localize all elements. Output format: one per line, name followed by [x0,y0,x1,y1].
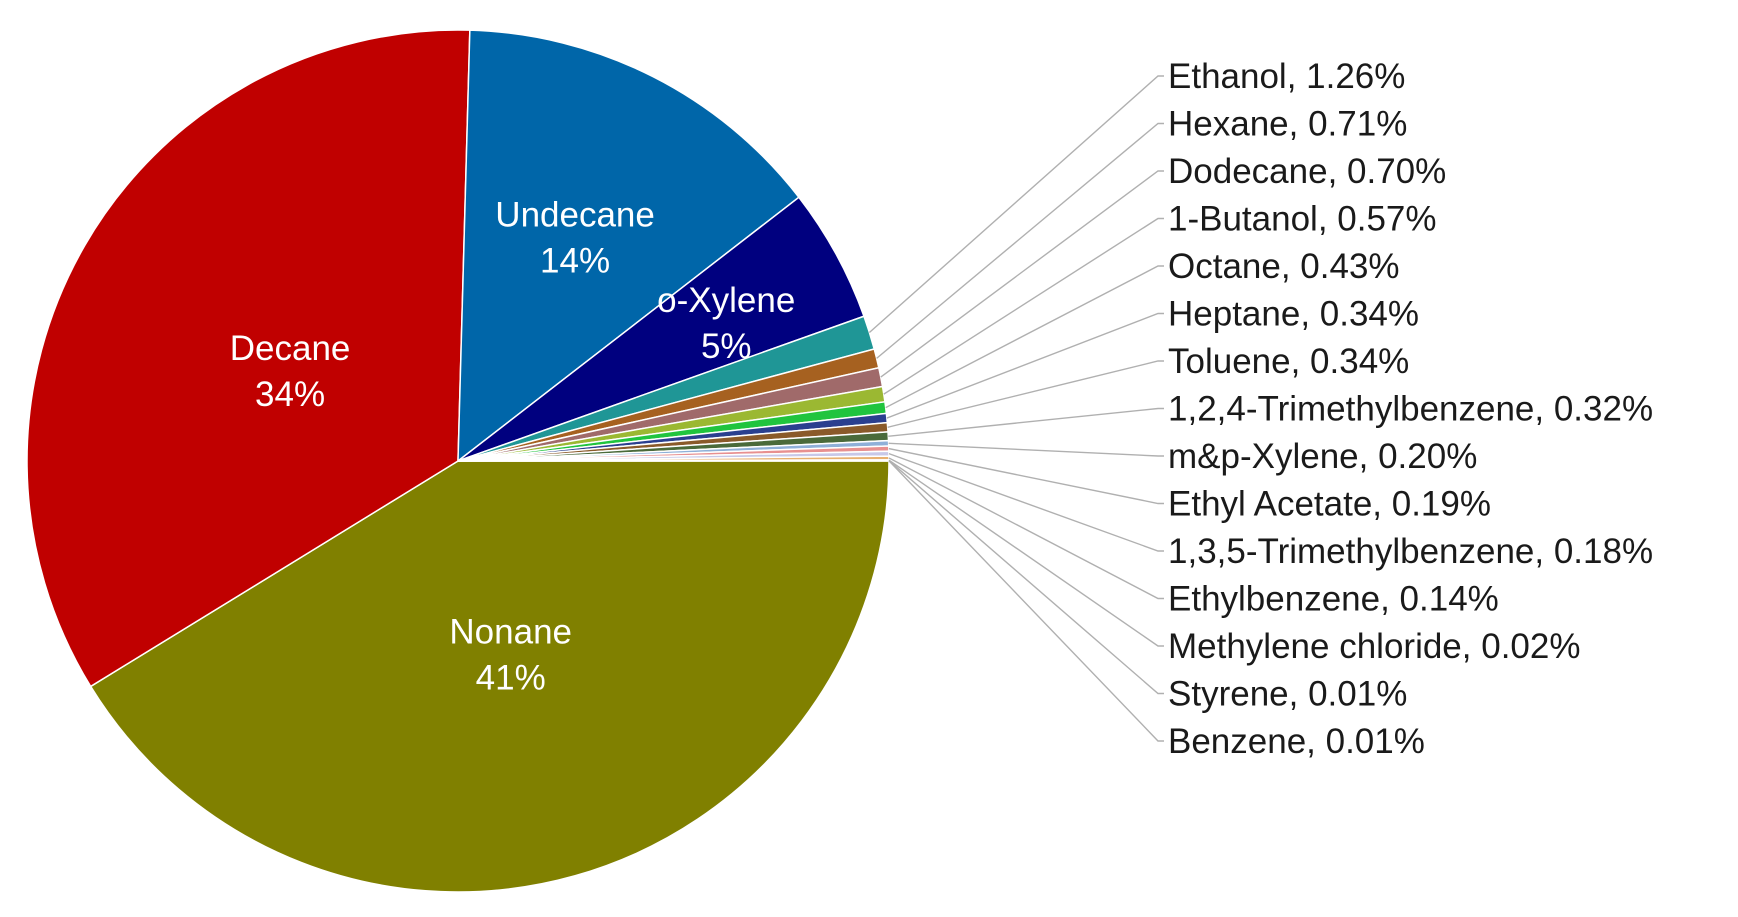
slice-percent-o-xylene: 5% [701,327,752,366]
slice-name-o-xylene: o-Xylene [657,281,795,320]
leader-line-octane [885,265,1164,409]
outside-label-1-2-4-trimethylbenzene: 1,2,4-Trimethylbenzene, 0.32% [1168,390,1653,429]
leader-line-styrene [888,460,1164,695]
outside-label-hexane: Hexane, 0.71% [1168,105,1407,144]
pie-slices [26,29,890,893]
leader-line-ethyl-acetate [888,447,1164,505]
leader-line-1-butanol [883,217,1164,395]
leader-line-1-3-5-trimethylbenzene [888,452,1164,552]
outside-label-mandp-xylene: m&p-Xylene, 0.20% [1168,437,1477,476]
leader-line-benzene [888,460,1164,742]
pie-slice-nonane [89,460,890,893]
outside-label-octane: Octane, 0.43% [1168,247,1400,286]
slice-percent-nonane: 41% [476,659,546,698]
slice-percent-decane: 34% [255,375,325,414]
outside-labels: Ethanol, 1.26% Hexane, 0.71% Dodecane, 0.7… [1168,57,1653,761]
outside-label-heptane: Heptane, 0.34% [1168,295,1419,334]
pie-slice-decane [26,29,471,688]
leader-line-hexane [876,122,1164,359]
outside-label-styrene: Styrene, 0.01% [1168,675,1407,714]
slice-percent-undecane: 14% [540,241,610,280]
slice-name-undecane: Undecane [495,195,655,234]
leader-line-ethylbenzene [888,457,1164,600]
leader-line-dodecane [880,170,1164,378]
leader-line-methylene-chloride [888,459,1164,647]
leader-line-toluene [887,360,1164,428]
outside-label-dodecane: Dodecane, 0.70% [1168,152,1446,191]
outside-label-toluene: Toluene, 0.34% [1168,342,1409,381]
outside-label-ethylbenzene: Ethylbenzene, 0.14% [1168,580,1499,619]
pie-slice-undecane [457,29,800,463]
outside-label-methylene-chloride: Methylene chloride, 0.02% [1168,627,1580,666]
slice-name-nonane: Nonane [449,613,572,652]
outside-label-ethanol: Ethanol, 1.26% [1168,57,1405,96]
leader-line-heptane [886,312,1164,419]
outside-label-benzene: Benzene, 0.01% [1168,722,1425,761]
inside-labels: Nonane 41% Decane 34% Undecane 14% o-Xylene 5% [230,195,796,697]
leader-line-ethanol [868,75,1164,334]
outside-label-1-butanol: 1-Butanol, 0.57% [1168,200,1437,239]
leader-line-mandp-xylene [888,442,1164,457]
leader-line-1-2-4-trimethylbenzene [888,407,1164,437]
outside-label-1-3-5-trimethylbenzene: 1,3,5-Trimethylbenzene, 0.18% [1168,532,1653,571]
slice-name-decane: Decane [230,329,351,368]
outside-label-ethyl-acetate: Ethyl Acetate, 0.19% [1168,485,1491,524]
leader-lines [868,75,1164,742]
